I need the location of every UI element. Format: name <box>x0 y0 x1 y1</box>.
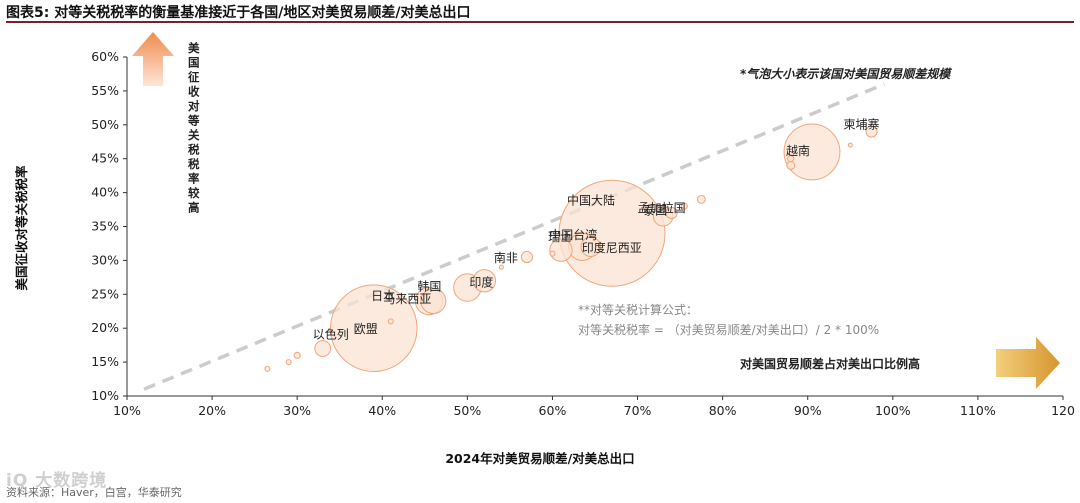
x-tick-label: 40% <box>368 403 396 418</box>
y-tick-label: 20% <box>91 320 119 335</box>
bubble-point <box>264 365 271 372</box>
watermark: iQ 大数跨境 <box>6 471 108 491</box>
bubble-point <box>549 238 573 262</box>
x-tick-label: 100% <box>875 403 911 418</box>
y-tick-label: 25% <box>91 286 119 301</box>
y-tick-label: 15% <box>91 354 119 369</box>
bubble-point <box>847 142 853 148</box>
x-tick-label: 10% <box>113 403 141 418</box>
bubble-point <box>285 359 292 366</box>
x-tick-label: 80% <box>709 403 737 418</box>
bubble-point <box>498 264 504 270</box>
bubble-point <box>665 206 678 220</box>
bubble-point <box>580 236 601 258</box>
point-label: 马来西亚 <box>383 292 431 306</box>
bubble-point <box>420 288 447 315</box>
point-label: 南非 <box>494 250 518 265</box>
bubble-point <box>314 340 332 357</box>
formula-title: **对等关税计算公式： <box>578 302 698 317</box>
bubble-point <box>783 123 841 181</box>
bubble-point <box>865 125 878 138</box>
x-tick-label: 120 <box>1051 403 1075 418</box>
x-tick-label: 20% <box>198 403 226 418</box>
y-arrow-text: 美国征收对等关税税率较高 <box>187 41 200 215</box>
y-tick-label: 35% <box>91 219 119 234</box>
bubble-point <box>293 351 301 359</box>
point-label: 孟加拉国 <box>638 200 686 215</box>
trend-line <box>143 82 885 391</box>
point-label: 泰国 <box>643 203 667 217</box>
point-label: 日本 <box>371 289 395 303</box>
y-tick-label: 10% <box>91 388 119 403</box>
y-tick-label: 30% <box>91 252 119 267</box>
y-tick-label: 60% <box>91 49 119 64</box>
x-tick-label: 90% <box>794 403 822 418</box>
bubble-point <box>472 269 497 293</box>
y-tick-label: 40% <box>91 185 119 200</box>
formula-text: 对等关税税率 = （对美贸易顺差/对美出口）/ 2 * 100% <box>578 322 879 337</box>
bubble-point <box>680 202 688 210</box>
x-tick-label: 70% <box>624 403 652 418</box>
bubble-point <box>696 194 706 204</box>
point-label: 印度 <box>469 275 493 290</box>
x-tick-label: 30% <box>283 403 311 418</box>
bubble-point <box>520 250 534 264</box>
bubble-point <box>786 161 796 170</box>
x-axis-title: 2024年对美贸易顺差/对美总出口 <box>445 451 634 466</box>
point-label: 柬埔寨 <box>844 117 880 132</box>
right-arrow-icon <box>996 337 1060 389</box>
y-axis-title: 美国征收对等关税税率 <box>14 165 29 291</box>
point-label: 印度尼西亚 <box>582 240 642 255</box>
bubble-point <box>549 250 556 257</box>
up-arrow-icon <box>132 32 174 86</box>
x-tick-label: 60% <box>539 403 567 418</box>
point-label: 中国大陆 <box>567 192 615 207</box>
title-rule <box>6 21 1074 23</box>
point-label: 瑞士 <box>548 230 572 244</box>
bubble-point <box>387 318 394 325</box>
point-label: 中国台湾 <box>549 227 597 242</box>
point-label: 韩国 <box>417 279 441 294</box>
x-tick-label: 50% <box>453 403 481 418</box>
x-tick-label: 110% <box>960 403 996 418</box>
source-note: 资料来源：Haver，白宫，华泰研究 <box>6 486 182 499</box>
y-tick-label: 45% <box>91 151 119 166</box>
bubble-point <box>329 284 418 372</box>
bubble-size-note: *气泡大小表示该国对美国贸易顺差规模 <box>740 67 952 81</box>
bubble-point <box>787 155 795 163</box>
x-arrow-text: 对美国贸易顺差占对美出口比例高 <box>740 356 920 371</box>
y-tick-label: 55% <box>91 83 119 98</box>
point-label: 越南 <box>786 143 810 158</box>
point-label: 欧盟 <box>354 322 378 336</box>
point-label: 以色列 <box>313 328 349 342</box>
y-tick-label: 50% <box>91 117 119 132</box>
figure-title: 图表5: 对等关税税率的衡量基准接近于各国/地区对美贸易顺差/对美总出口 <box>6 5 471 21</box>
